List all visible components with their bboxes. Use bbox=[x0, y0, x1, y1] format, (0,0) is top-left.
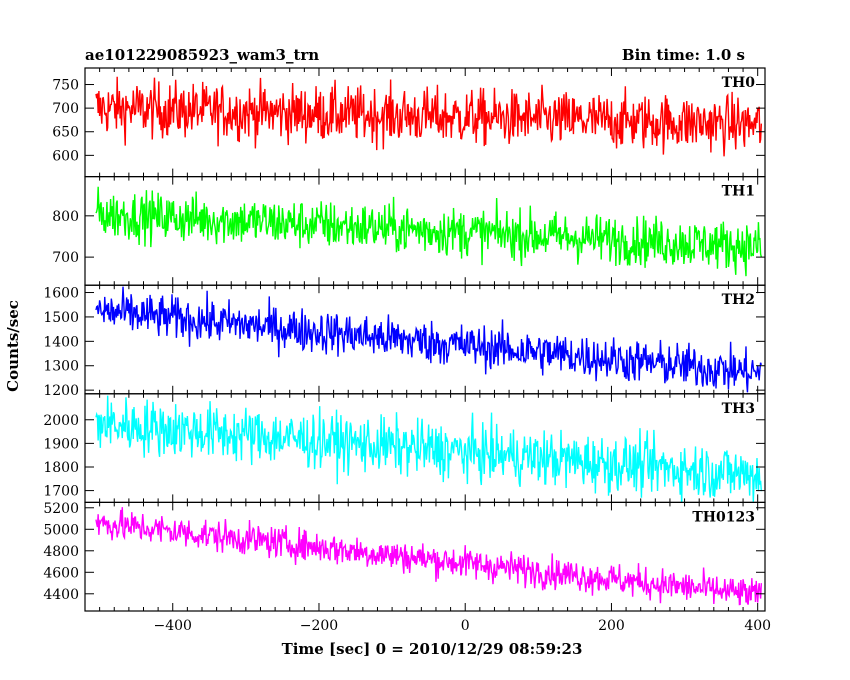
y-tick-label: 600 bbox=[52, 148, 79, 164]
x-axis-label: Time [sec] 0 = 2010/12/29 08:59:23 bbox=[282, 640, 583, 658]
x-tick-label: 400 bbox=[744, 618, 771, 634]
x-tick-label: 0 bbox=[461, 618, 470, 634]
panel-label-th2: TH2 bbox=[722, 292, 755, 308]
y-tick-label: 1600 bbox=[43, 286, 79, 302]
y-tick-label: 650 bbox=[52, 125, 79, 141]
y-tick-label: 1700 bbox=[43, 484, 79, 500]
y-tick-label: 1400 bbox=[43, 334, 79, 350]
series-trace-th2 bbox=[95, 286, 763, 393]
y-tick-label: 750 bbox=[52, 78, 79, 94]
y-tick-label: 1900 bbox=[43, 436, 79, 452]
y-tick-label: 1800 bbox=[43, 460, 79, 476]
series-trace-th0123 bbox=[95, 507, 763, 606]
panel-frame-th0123 bbox=[84, 501, 766, 612]
y-tick-label: 800 bbox=[52, 209, 79, 225]
y-tick-label: 700 bbox=[52, 101, 79, 117]
y-tick-label: 2000 bbox=[43, 413, 79, 429]
y-tick-label: 4400 bbox=[43, 587, 79, 603]
y-tick-label: 4600 bbox=[43, 565, 79, 581]
y-tick-label: 1500 bbox=[43, 310, 79, 326]
y-tick-label: 1200 bbox=[43, 383, 79, 399]
series-trace-th0 bbox=[95, 76, 763, 157]
panel-label-th0: TH0 bbox=[722, 75, 756, 91]
y-axis-label: Counts/sec bbox=[4, 300, 22, 392]
y-tick-label: 1300 bbox=[43, 359, 79, 375]
series-trace-th3 bbox=[95, 395, 763, 503]
y-tick-label: 4800 bbox=[43, 544, 79, 560]
x-tick-label: −400 bbox=[154, 618, 192, 634]
y-tick-label: 5200 bbox=[43, 501, 79, 517]
panel-label-th1: TH1 bbox=[722, 184, 755, 200]
x-tick-label: −200 bbox=[300, 618, 338, 634]
panels-group: 600 650 700 750 TH0 700 800 TH1 1200 1300 1400 1500… bbox=[43, 67, 771, 634]
y-tick-label: 700 bbox=[52, 250, 79, 266]
bin-time-label: Bin time: 1.0 s bbox=[622, 46, 745, 64]
series-trace-th1 bbox=[95, 186, 763, 277]
panel-label-th3: TH3 bbox=[722, 401, 755, 417]
chart-title: ae101229085923_wam3_trn bbox=[85, 46, 319, 64]
x-tick-label: 200 bbox=[598, 618, 625, 634]
panel-label-th0123: TH0123 bbox=[692, 509, 755, 525]
y-tick-label: 5000 bbox=[43, 522, 79, 538]
